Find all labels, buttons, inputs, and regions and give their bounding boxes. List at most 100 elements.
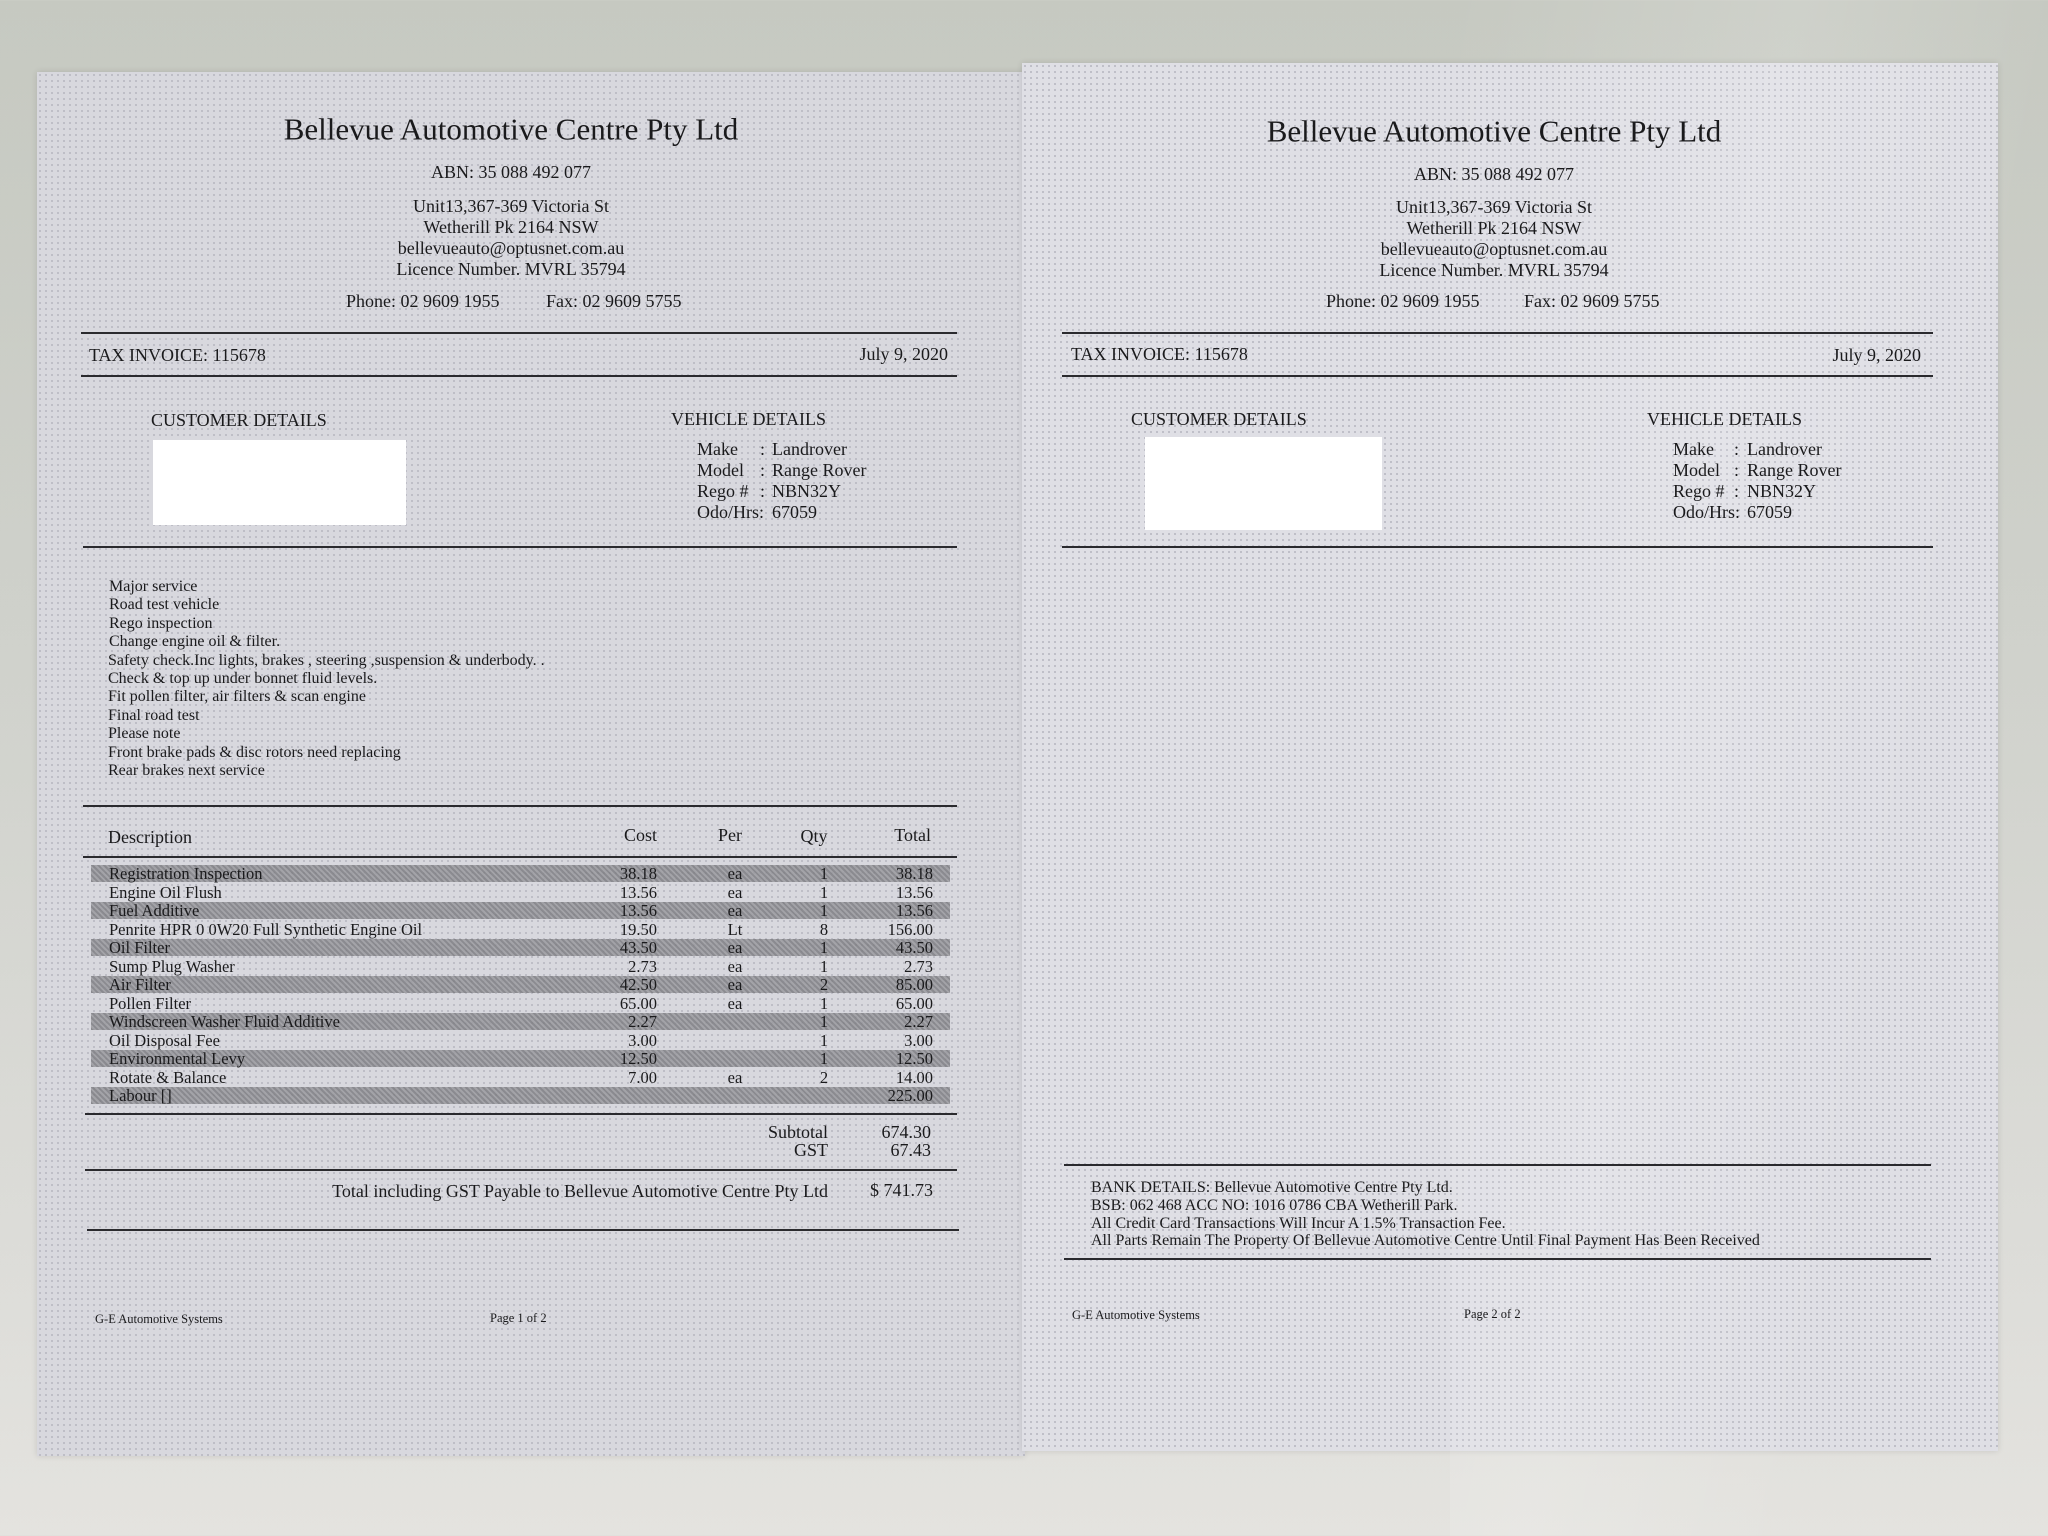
row-total: 13.56 [895,882,933,902]
col-per: Per [718,825,742,845]
row-description: Oil Filter [109,937,170,957]
row-cost: 3.00 [628,1030,657,1050]
row-description: Air Filter [109,974,171,994]
row-description: Pollen Filter [109,993,192,1013]
vehicle-3-label: Odo/Hrs: [1673,502,1740,522]
row-per: Lt [727,919,743,939]
customer-details-heading: CUSTOMER DETAILS [151,410,327,430]
customer-details-heading: CUSTOMER DETAILS [1131,409,1307,429]
vehicle-0-value: Landrover [772,439,847,459]
vehicle-separator: : [760,460,766,480]
page-number: Page 1 of 2 [490,1310,547,1325]
row-qty: 1 [819,1048,829,1068]
row-cost: 12.50 [619,1048,657,1068]
row-description: Labour [] [109,1085,172,1105]
row-cost: 7.00 [628,1067,657,1087]
row-qty: 1 [819,882,829,902]
col-description: Description [108,827,192,847]
row-shading [91,1050,950,1067]
vehicle-2-value: NBN32Y [772,481,842,501]
row-per: ea [727,937,743,957]
phone: Phone: 02 9609 1955 [346,291,500,311]
row-per: ea [727,882,743,902]
row-total: 225.00 [887,1085,933,1105]
col-cost: Cost [623,825,657,845]
work-note: Rear brakes next service [108,762,265,779]
row-total: 14.00 [895,1067,933,1087]
fax: Fax: 02 9609 5755 [1524,291,1660,311]
vehicle-2-value: NBN32Y [1747,481,1817,501]
subtotal-label: Subtotal [767,1122,828,1142]
footer-system: G-E Automotive Systems [1072,1307,1200,1322]
row-cost: 42.50 [619,974,657,994]
row-total: 3.00 [904,1030,933,1050]
fax: Fax: 02 9609 5755 [546,291,682,311]
abn: ABN: 35 088 492 077 [1413,164,1575,184]
divider [83,546,957,548]
divider [83,805,957,807]
work-note: Final road test [108,706,200,724]
row-total: 2.27 [904,1011,933,1031]
row-cost: 38.18 [619,863,657,883]
row-total: 38.18 [895,863,933,883]
row-description: Oil Disposal Fee [109,1030,220,1050]
row-cost: 2.73 [628,956,657,976]
work-note: Front brake pads & disc rotors need repl… [108,743,401,761]
divider [83,856,957,858]
vehicle-3-value: 67059 [772,502,817,522]
address-line: Wetherill Pk 2164 NSW [423,217,599,237]
row-description: Rotate & Balance [109,1067,227,1087]
vehicle-1-label: Model [1673,460,1720,480]
divider [81,332,957,334]
row-qty: 1 [819,956,829,976]
col-qty: Qty [800,826,828,846]
row-shading [91,902,950,919]
gst-label: GST [793,1140,828,1160]
row-qty: 1 [819,1030,829,1050]
work-note: Fit pollen filter, air filters & scan en… [108,688,366,706]
row-description: Fuel Additive [109,900,200,920]
row-total: 156.00 [887,919,933,939]
row-per: ea [727,956,743,976]
row-description: Environmental Levy [109,1048,246,1068]
abn: ABN: 35 088 492 077 [430,162,592,182]
divider [1062,546,1933,548]
row-description: Registration Inspection [109,863,263,883]
phone: Phone: 02 9609 1955 [1326,291,1480,311]
row-qty: 1 [819,937,829,957]
vehicle-1-value: Range Rover [772,460,867,480]
work-note: Road test vehicle [109,596,220,614]
vehicle-0-label: Make [697,439,738,459]
work-note: Rego inspection [109,614,213,632]
row-description: Engine Oil Flush [109,882,222,902]
bank-details: BANK DETAILS: Bellevue Automotive Centre… [1091,1179,1453,1196]
row-shading [91,939,950,956]
row-shading [91,1087,950,1104]
vehicle-1-value: Range Rover [1747,460,1842,480]
divider [1062,375,1933,377]
row-shading [91,1013,950,1030]
vehicle-details-heading: VEHICLE DETAILS [1647,409,1803,429]
invoice-page-2 [1022,63,1998,1451]
work-note: Major service [109,578,198,595]
tax-invoice-number: TAX INVOICE: 115678 [89,345,266,365]
credit-card-notice: All Credit Card Transactions Will Incur … [1091,1215,1506,1232]
vehicle-0-label: Make [1673,439,1714,459]
row-qty: 2 [819,1067,829,1087]
gst-value: 67.43 [890,1140,932,1160]
row-total: 2.73 [904,956,933,976]
divider [87,1229,959,1231]
invoice-date: July 9, 2020 [1832,345,1921,365]
row-cost: 13.56 [619,882,657,902]
divider [1062,332,1933,334]
row-description: Sump Plug Washer [109,956,235,976]
vehicle-0-value: Landrover [1747,439,1822,459]
row-qty: 2 [819,974,829,994]
row-per: ea [727,863,743,883]
subtotal-value: 674.30 [881,1122,932,1142]
bank-account: BSB: 062 468 ACC NO: 1016 0786 CBA Wethe… [1091,1197,1458,1214]
divider [85,1169,957,1171]
row-per: ea [727,1067,743,1087]
row-qty: 1 [819,900,829,920]
work-note: Check & top up under bonnet fluid levels… [108,670,378,687]
